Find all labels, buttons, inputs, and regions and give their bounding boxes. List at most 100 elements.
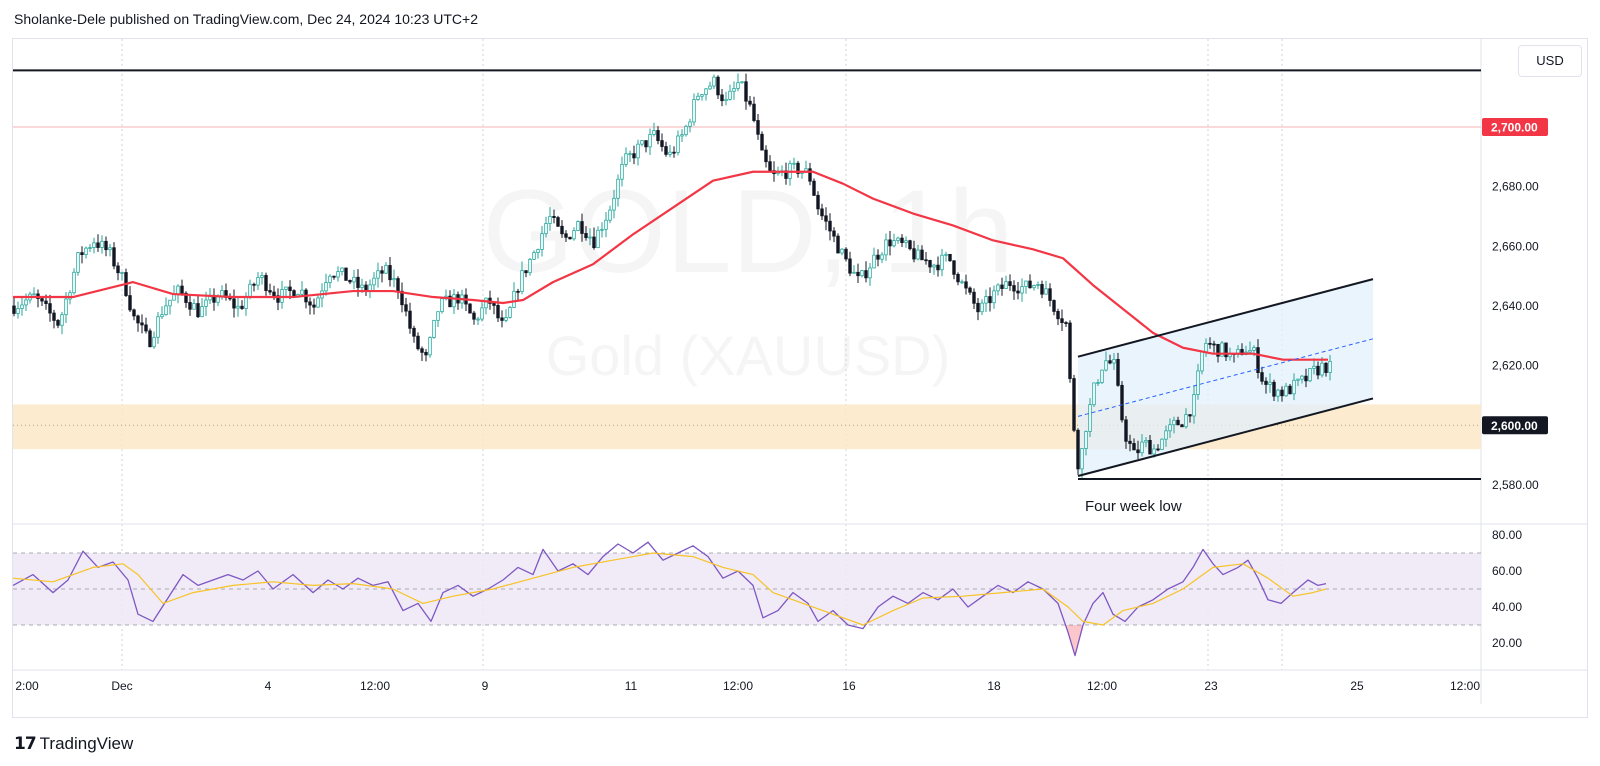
candle-body [668,151,672,155]
candle-body [640,140,644,145]
candle-body [744,81,748,102]
candle-body [68,292,72,300]
candle-body [1196,370,1200,395]
candle-body [1128,440,1132,444]
candle-body [544,223,548,235]
candle-body [1316,365,1320,376]
candle-body [976,302,980,313]
candle-body [432,319,436,338]
candle-body [1068,322,1072,379]
symbol-watermark: GOLD, 1h Gold (XAUUSD) [482,166,1013,387]
candle-body [644,140,648,148]
watermark-name: Gold (XAUUSD) [546,324,951,387]
candle-body [1324,362,1328,373]
candle-body [1216,343,1220,357]
candle-body [564,233,568,238]
candle-body [356,276,360,288]
candle-body [1192,394,1196,417]
candle-body [896,237,900,241]
x-tick-label: 25 [1350,679,1364,693]
candle-body [408,310,412,329]
candle-body [612,197,616,211]
candle-body [1064,322,1068,324]
candle-body [860,270,864,277]
candle-body [112,247,116,267]
candle-body [656,130,660,141]
candle-body [436,311,440,321]
candle-body [1012,285,1016,292]
candle-body [396,278,400,292]
candle-body [880,254,884,260]
rsi-oversold-fill [1065,625,1084,656]
candle-body [380,270,384,274]
candle-body [756,120,760,135]
candle-body [312,304,316,308]
candle-body [1308,368,1312,382]
candle-body [348,280,352,283]
y-tick-label: 2,620.00 [1492,359,1539,373]
candle-body [1136,449,1140,454]
candle-body [524,270,528,274]
candle-body [1272,381,1276,397]
candle-body [276,295,280,303]
candle-body [1072,378,1076,431]
candle-body [716,76,720,96]
candle-body [1144,439,1148,443]
candle-body [1300,375,1304,380]
candle-body [344,267,348,281]
candle-body [648,134,652,148]
candle-body [1088,404,1092,432]
candle-body [164,305,168,316]
candle-body [592,236,596,249]
candle-body [688,121,692,127]
candle-body [1092,382,1096,406]
candle-body [324,282,328,292]
candle-body [1224,342,1228,358]
currency-button[interactable]: USD [1518,45,1582,77]
candle-body [452,294,456,308]
candle-body [732,88,736,92]
candle-body [504,317,508,321]
candle-body [600,228,604,231]
candle-body [856,271,860,277]
price-tag-bg [1482,118,1548,136]
candle-body [1276,389,1280,397]
price-tag-bg [1482,416,1548,435]
candle-body [512,290,516,308]
candle-body [552,215,556,218]
candle-body [584,233,588,239]
candle-body [560,225,564,235]
candle-body [148,330,152,348]
candle-body [624,153,628,165]
candle-body [1060,318,1064,323]
candle-body [132,309,136,317]
candle-body [828,220,832,232]
publish-info: Sholanke-Dele published on TradingView.c… [14,11,478,27]
candle-body [1208,342,1212,345]
candle-body [372,277,376,286]
candle-body [1032,285,1036,289]
candle-body [1104,360,1108,371]
candle-body [424,351,428,356]
candle-body [44,300,48,305]
candle-body [264,275,268,291]
tradingview-logo[interactable]: 17 TradingView [14,734,133,754]
candle-body [792,162,796,165]
y-tick-label: 2,580.00 [1492,478,1539,492]
candle-body [336,271,340,278]
candle-body [1108,360,1112,364]
candle-body [1292,379,1296,395]
candle-body [252,283,256,286]
candle-body [80,252,84,256]
x-tick-label: 12:00 [1087,679,1117,693]
candle-body [492,302,496,306]
candle-body [1176,419,1180,426]
candle-body [1044,288,1048,295]
candle-body [820,208,824,217]
candle-body [876,254,880,260]
candle-body [1280,389,1284,397]
candle-body [472,312,476,320]
x-tick-label: 23 [1204,679,1218,693]
candle-body [1004,281,1008,289]
